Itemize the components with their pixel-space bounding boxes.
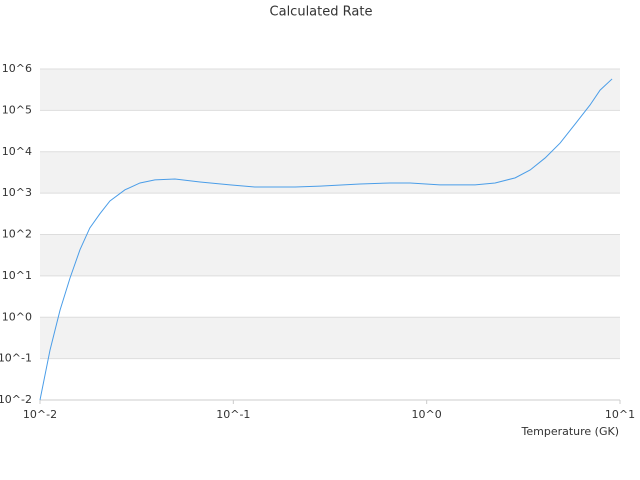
y-tick-label: 10^1	[2, 269, 32, 282]
x-tick-label: 10^-1	[216, 408, 250, 421]
y-tick-label: 10^2	[2, 228, 32, 241]
x-tick-label: 10^0	[412, 408, 442, 421]
y-tick-label: 10^4	[2, 145, 32, 158]
x-axis-label: Temperature (GK)	[521, 425, 620, 438]
grid-band	[40, 151, 620, 194]
y-tick-label: 10^0	[2, 310, 32, 323]
grid-band	[40, 69, 620, 111]
chart-title: Calculated Rate	[270, 5, 373, 20]
data-line	[39, 78, 613, 401]
y-tick-label: 10^5	[2, 103, 32, 116]
y-tick-label: 10^3	[2, 186, 32, 199]
grid-band	[40, 234, 620, 276]
x-tick-label: 10^1	[605, 408, 635, 421]
x-tick-label: 10^-2	[23, 408, 57, 421]
y-tick-label: 10^-2	[0, 393, 32, 406]
y-tick-label: 10^-1	[0, 352, 32, 365]
grid-band	[40, 317, 620, 359]
y-tick-label: 10^6	[2, 62, 32, 75]
